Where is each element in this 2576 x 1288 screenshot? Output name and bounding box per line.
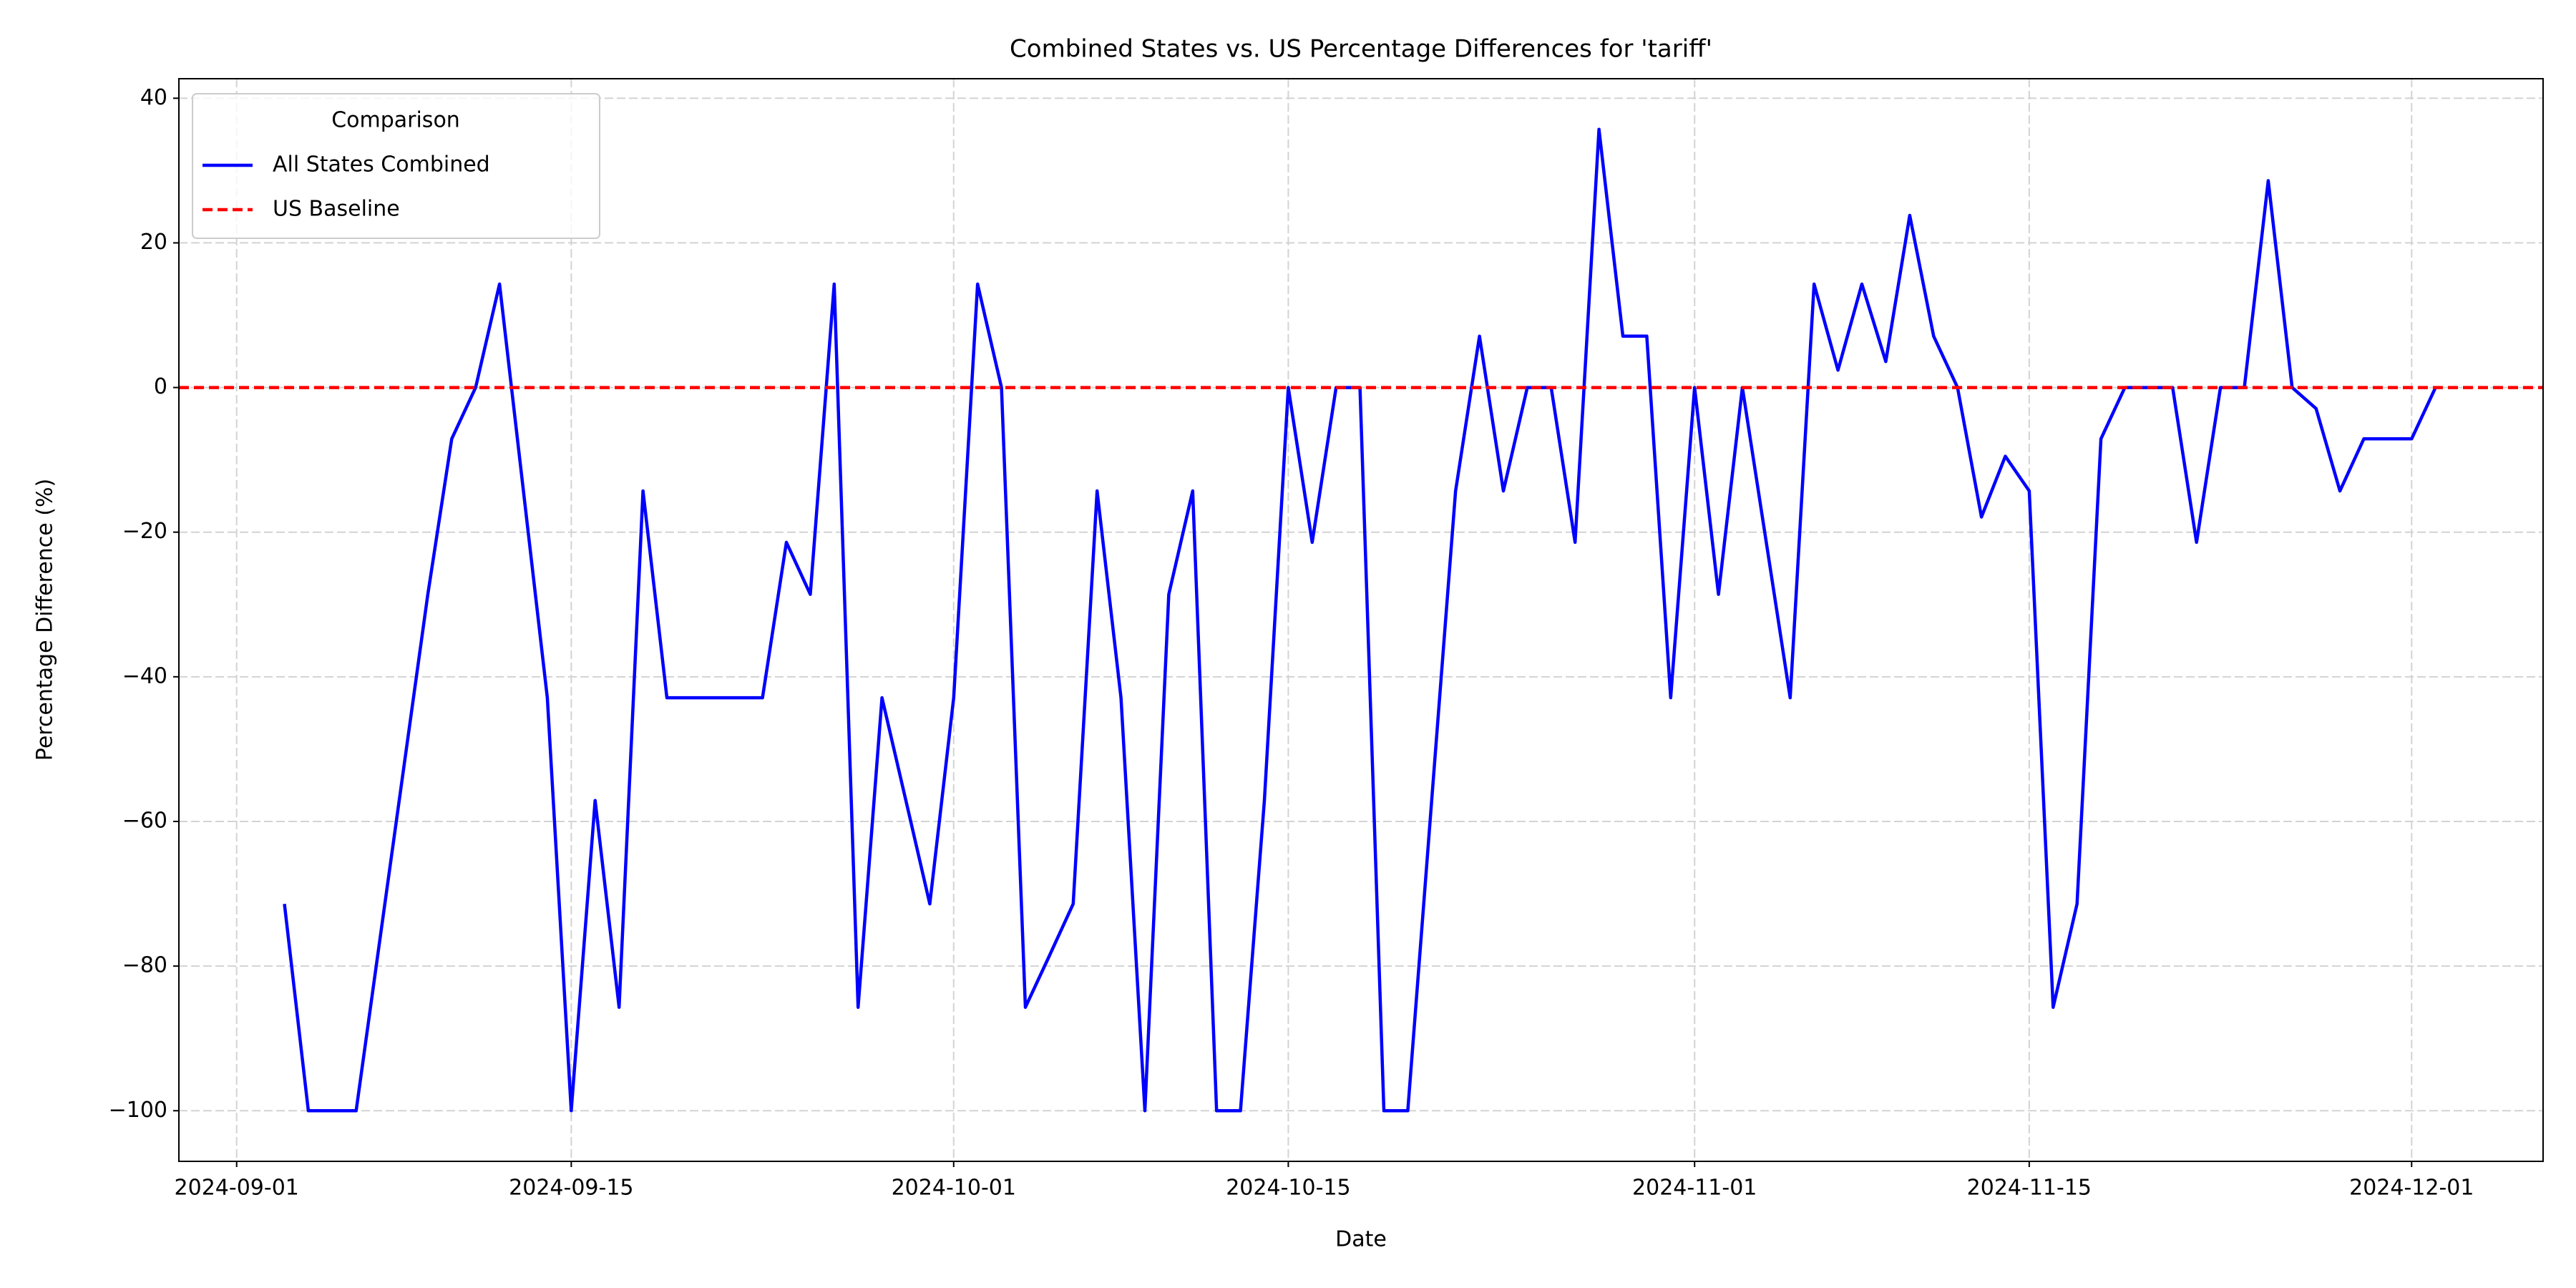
x-tick-label: 2024-11-15 bbox=[1967, 1176, 2092, 1201]
y-tick-label: −60 bbox=[122, 808, 167, 833]
legend-box bbox=[192, 93, 600, 239]
y-tick-label: −20 bbox=[122, 519, 167, 544]
legend-label: US Baseline bbox=[273, 197, 400, 222]
x-tick-label: 2024-09-01 bbox=[175, 1176, 299, 1201]
legend-title: Comparison bbox=[331, 108, 460, 133]
y-tick-label: 40 bbox=[140, 85, 167, 110]
y-tick-label: −40 bbox=[122, 663, 167, 688]
y-axis-label: Percentage Difference (%) bbox=[33, 479, 58, 761]
x-tick-label: 2024-09-15 bbox=[509, 1176, 633, 1201]
x-axis-label: Date bbox=[1335, 1227, 1387, 1252]
y-tick-label: −80 bbox=[122, 953, 167, 978]
x-tick-label: 2024-11-01 bbox=[1632, 1176, 1757, 1201]
x-tick-label: 2024-10-01 bbox=[892, 1176, 1016, 1201]
x-tick-label: 2024-12-01 bbox=[2349, 1176, 2474, 1201]
y-tick-label: 20 bbox=[140, 230, 167, 255]
y-tick-label: 0 bbox=[154, 374, 167, 399]
legend-label: All States Combined bbox=[273, 152, 490, 177]
plot-frame bbox=[178, 78, 2544, 1162]
y-tick-label: −100 bbox=[109, 1098, 167, 1123]
x-tick-label: 2024-10-15 bbox=[1226, 1176, 1350, 1201]
chart-title: Combined States vs. US Percentage Differ… bbox=[1010, 35, 1712, 64]
